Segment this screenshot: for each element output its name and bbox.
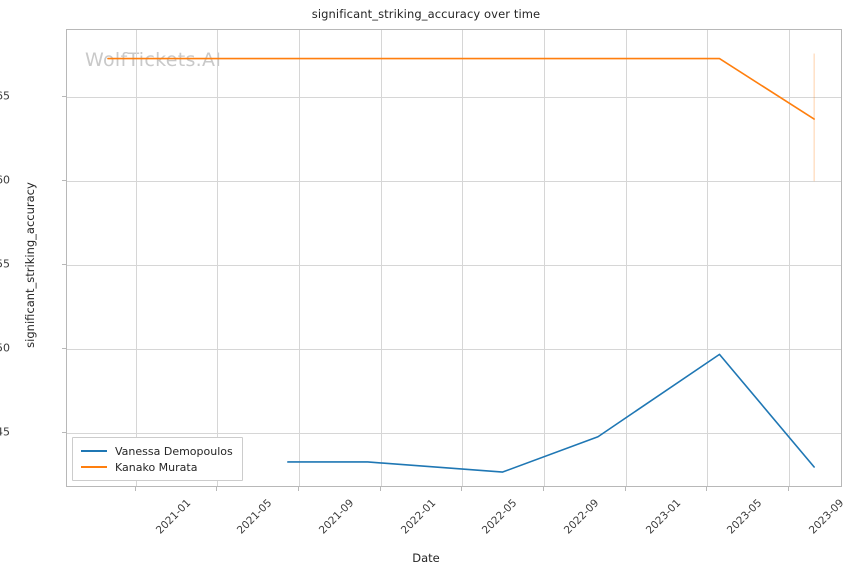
legend-swatch-icon bbox=[81, 450, 107, 452]
legend-item[interactable]: Vanessa Demopoulos bbox=[81, 443, 233, 459]
series-layer bbox=[107, 53, 815, 473]
x-tick-label: 2023-01 bbox=[644, 497, 684, 537]
legend-swatch-icon bbox=[81, 466, 107, 468]
x-tick-label: 2021-05 bbox=[234, 497, 275, 537]
x-tick-mark bbox=[298, 487, 300, 491]
y-tick-label: 0.55 bbox=[0, 257, 10, 271]
gridline-vertical bbox=[626, 30, 628, 486]
x-tick-mark bbox=[135, 487, 137, 491]
gridline-horizontal bbox=[67, 97, 841, 99]
gridline-horizontal bbox=[67, 181, 841, 183]
y-tick-label: 0.50 bbox=[0, 341, 10, 355]
gridline-horizontal bbox=[67, 433, 841, 435]
y-tick-mark bbox=[62, 264, 66, 266]
series-line bbox=[107, 57, 815, 120]
gridline-vertical bbox=[789, 30, 791, 486]
plot-area: WolfTickets.AI bbox=[66, 29, 842, 487]
y-tick-mark bbox=[62, 348, 66, 350]
legend-item[interactable]: Kanako Murata bbox=[81, 459, 233, 475]
y-tick-label: 0.45 bbox=[0, 425, 10, 439]
x-tick-label: 2022-01 bbox=[399, 497, 439, 537]
y-tick-mark bbox=[62, 180, 66, 182]
y-tick-label: 0.65 bbox=[0, 89, 10, 103]
gridline-vertical bbox=[299, 30, 301, 486]
x-axis-label: Date bbox=[412, 551, 440, 565]
x-tick-mark bbox=[215, 487, 217, 491]
chart-legend: Vanessa Demopoulos Kanako Murata bbox=[72, 437, 243, 481]
chart-title: significant_striking_accuracy over time bbox=[311, 7, 541, 21]
gridline-vertical bbox=[381, 30, 383, 486]
legend-label: Kanako Murata bbox=[115, 460, 198, 474]
y-tick-mark bbox=[62, 432, 66, 434]
x-tick-mark bbox=[460, 487, 462, 491]
x-tick-label: 2022-05 bbox=[479, 497, 520, 537]
gridline-horizontal bbox=[67, 265, 841, 267]
legend-label: Vanessa Demopoulos bbox=[115, 444, 233, 458]
x-tick-label: 2023-09 bbox=[807, 497, 847, 537]
x-tick-mark bbox=[788, 487, 790, 491]
y-tick-mark bbox=[62, 96, 66, 98]
gridline-horizontal bbox=[67, 349, 841, 351]
watermark-label: WolfTickets.AI bbox=[85, 49, 222, 71]
x-tick-label: 2021-01 bbox=[153, 497, 194, 537]
gridline-vertical bbox=[544, 30, 546, 486]
x-tick-mark bbox=[380, 487, 382, 491]
x-tick-mark bbox=[705, 487, 707, 491]
x-tick-mark bbox=[625, 487, 627, 491]
y-axis-label: significant_striking_accuracy bbox=[23, 182, 37, 348]
gridline-vertical bbox=[706, 30, 708, 486]
x-tick-label: 2023-05 bbox=[724, 497, 765, 537]
x-tick-label: 2021-09 bbox=[317, 497, 357, 537]
y-tick-label: 0.60 bbox=[0, 173, 10, 187]
series-line bbox=[287, 353, 815, 473]
gridline-vertical bbox=[216, 30, 218, 486]
x-tick-label: 2022-09 bbox=[562, 497, 602, 537]
gridline-vertical bbox=[461, 30, 463, 486]
x-tick-mark bbox=[543, 487, 545, 491]
gridline-vertical bbox=[136, 30, 138, 486]
